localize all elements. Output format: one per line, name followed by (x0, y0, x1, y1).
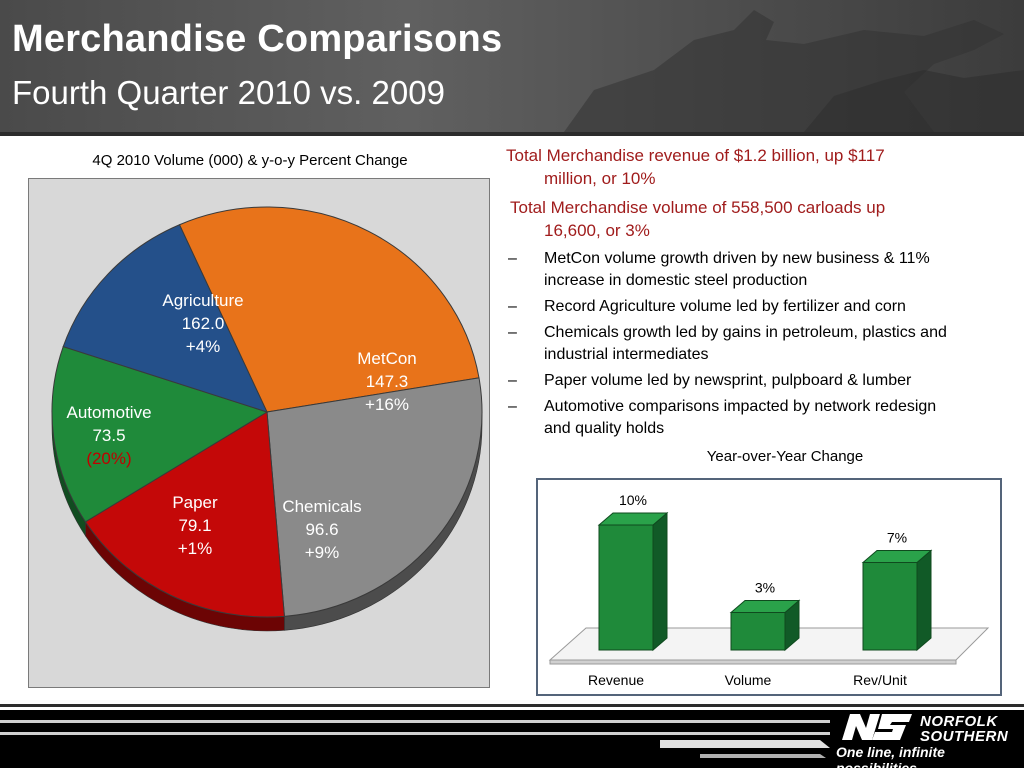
bar-rev-unit (862, 562, 918, 651)
horse-silhouette-icon (564, 10, 1024, 132)
brand-tagline: One line, infinite possibilities. (836, 744, 945, 776)
pie-label-change: +1% (177, 539, 213, 558)
main-bullet-volume: Total Merchandise volume of 558,500 carl… (500, 196, 1020, 242)
bar-side (916, 549, 932, 652)
pie-label-value: 147.3 (365, 372, 409, 391)
pie-label-paper: Paper 79.1 +1% (172, 491, 217, 560)
dash-marker: – (508, 398, 517, 415)
header-divider (0, 132, 1024, 136)
header-banner: Merchandise Comparisons Fourth Quarter 2… (0, 0, 1024, 132)
bar-category-label: Volume (725, 672, 772, 688)
bar-side (652, 511, 668, 652)
main-bullet-line: 16,600, or 3% (544, 221, 650, 240)
pie-slice-metcon (266, 377, 483, 617)
pie-label-change: (20%) (86, 449, 132, 468)
bar-value-label: 10% (619, 492, 647, 508)
pie-label-name: Chemicals (282, 497, 362, 516)
main-bullet-line: million, or 10% (544, 169, 656, 188)
dash-marker: – (508, 372, 517, 389)
pie-label-name: Automotive (66, 403, 152, 422)
pie-label-change: +4% (185, 337, 221, 356)
bar-value-label: 3% (755, 580, 775, 596)
pie-chart-caption: 4Q 2010 Volume (000) & y-o-y Percent Cha… (92, 152, 408, 169)
brand-name: NORFOLK SOUTHERN (920, 714, 1008, 744)
bar-volume (730, 612, 786, 651)
dash-marker: – (508, 250, 517, 267)
sub-bullet-line: MetCon volume growth driven by new busin… (544, 250, 930, 267)
bar-chart: 10% Revenue 3% Volume 7% Rev/Unit (548, 492, 990, 688)
sub-bullet-metcon: – MetCon volume growth driven by new bus… (500, 248, 1020, 292)
sub-bullet-line: Paper volume led by newsprint, pulpboard… (544, 372, 912, 389)
pie-slice-agriculture (178, 206, 480, 413)
pie-label-automotive: Automotive 73.5 (20%) (66, 401, 151, 470)
sub-bullet-line: Chemicals growth led by gains in petrole… (544, 324, 947, 341)
page-title: Merchandise Comparisons (12, 18, 503, 60)
bar-category-label: Rev/Unit (853, 672, 907, 688)
sub-bullet-chemicals: – Chemicals growth led by gains in petro… (500, 322, 1020, 366)
sub-bullet-line: Record Agriculture volume led by fertili… (544, 298, 906, 315)
sub-bullet-line: increase in domestic steel production (544, 272, 808, 289)
bar-chart-caption: Year-over-Year Change (706, 448, 864, 465)
bar-chart-floor-edge (549, 659, 957, 665)
pie-label-value: 79.1 (178, 516, 212, 535)
pie-chart-panel: Agriculture 162.0 +4% MetCon 147.3 +16% Chemic… (28, 178, 490, 688)
bar-category-label: Revenue (588, 672, 644, 688)
pie-label-metcon: MetCon 147.3 +16% (357, 347, 417, 416)
sub-bullet-line: and quality holds (544, 420, 665, 437)
pie-label-agriculture: Agriculture 162.0 +4% (162, 289, 243, 358)
bar-top (861, 550, 933, 563)
main-bullet-line: Total Merchandise revenue of $1.2 billio… (506, 146, 885, 165)
dash-marker: – (508, 324, 517, 341)
main-bullet-revenue: Total Merchandise revenue of $1.2 billio… (500, 144, 1020, 190)
pie-label-name: Agriculture (162, 291, 244, 310)
bar-top (729, 600, 801, 613)
pie-slice-paper (51, 345, 269, 523)
pie-label-value: 162.0 (181, 314, 225, 333)
pie-label-chemicals: Chemicals 96.6 +9% (282, 495, 361, 564)
bar-value-label: 7% (887, 530, 907, 546)
footer-bar (0, 710, 1024, 768)
pie-label-value: 73.5 (92, 426, 126, 445)
sub-bullet-paper: – Paper volume led by newsprint, pulpboa… (500, 370, 1020, 392)
bar-chart-panel: 10% Revenue 3% Volume 7% Rev/Unit (536, 478, 1002, 696)
sub-bullet-line: industrial intermediates (544, 346, 709, 363)
pie-slice-chemicals (84, 411, 285, 618)
sub-bullet-line: Automotive comparisons impacted by netwo… (544, 398, 937, 415)
main-bullet-line: Total Merchandise volume of 558,500 carl… (510, 198, 886, 217)
brand-name-line2: SOUTHERN (920, 728, 1009, 745)
dash-marker: – (508, 298, 517, 315)
footer-divider (0, 704, 1024, 707)
pie-label-name: MetCon (357, 349, 417, 368)
sub-bullet-automotive: – Automotive comparisons impacted by net… (500, 396, 1020, 440)
pie-label-change: +9% (304, 543, 340, 562)
pie-label-value: 96.6 (305, 520, 339, 539)
rail-stripes-icon (0, 720, 830, 758)
bullet-list: Total Merchandise revenue of $1.2 billio… (500, 144, 1020, 444)
bar-top (597, 512, 669, 526)
bar-revenue (598, 524, 654, 651)
pie-slice-automotive (62, 224, 268, 413)
pie-label-change: +16% (365, 395, 409, 414)
sub-bullet-agriculture: – Record Agriculture volume led by ferti… (500, 296, 1020, 318)
brand-name-line1: NORFOLK (920, 713, 998, 730)
pie-chart (51, 206, 483, 632)
page-subtitle: Fourth Quarter 2010 vs. 2009 (12, 74, 445, 111)
pie-label-name: Paper (172, 493, 218, 512)
norfolk-southern-logo-icon (842, 714, 912, 740)
